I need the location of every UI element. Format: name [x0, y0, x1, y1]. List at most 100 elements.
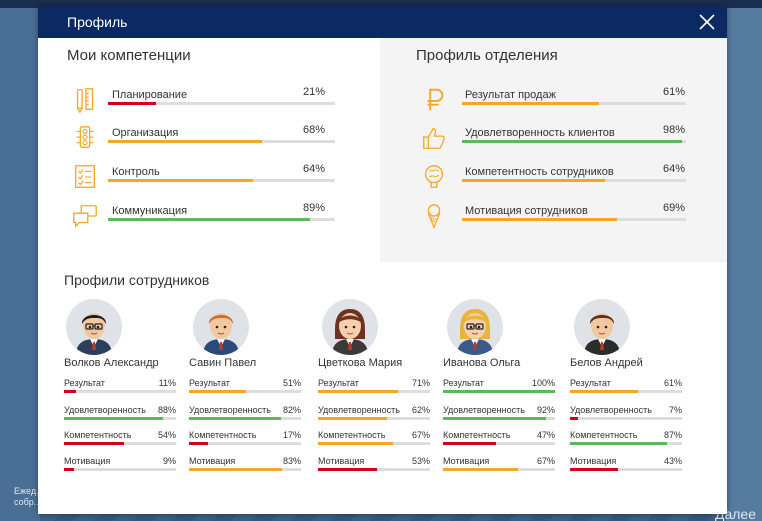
employee-stat-fill	[570, 442, 668, 445]
profile-modal: Профиль Мои компетенции Профиль отделени…	[38, 6, 727, 514]
employee-stat-fill	[189, 390, 247, 393]
employee-card[interactable]: Иванова Ольга Результат 100% Удовлетворенно…	[443, 299, 565, 499]
my-competencies-title: Мои компетенции	[67, 47, 191, 64]
employee-stat-percent: 9%	[162, 456, 176, 466]
department-row: Компетентность сотрудников 64%	[418, 163, 686, 193]
employee-stat-fill	[443, 417, 547, 420]
employee-stat-track	[189, 442, 301, 445]
department-label: Компетентность сотрудников	[465, 166, 614, 178]
employee-stat-track	[443, 390, 555, 393]
employee-name: Савин Павел	[189, 357, 257, 369]
traffic-light-icon	[76, 126, 94, 148]
employee-card[interactable]: Белов Андрей Результат 61% Удовлетворенност…	[570, 299, 692, 499]
employee-stat-track	[189, 468, 301, 471]
employee-stat: Удовлетворенность 82%	[189, 405, 301, 425]
employee-stat-label: Компетентность	[443, 430, 511, 440]
employee-stat-fill	[64, 417, 163, 420]
employee-stat-fill	[443, 442, 496, 445]
competency-progress-track	[108, 140, 335, 143]
employee-stat-track	[64, 468, 176, 471]
employee-card[interactable]: Цветкова Мария Результат 71% Удовлетворенно…	[318, 299, 440, 499]
background-top-bar	[0, 0, 762, 8]
employee-stat-label: Компетентность	[189, 430, 257, 440]
employee-stat: Компетентность 54%	[64, 430, 176, 450]
competency-percent: 68%	[302, 124, 325, 136]
employee-stat-percent: 7%	[668, 405, 682, 415]
employee-stat-label: Компетентность	[570, 430, 638, 440]
employee-stat-percent: 100%	[531, 378, 555, 388]
employee-stat-percent: 83%	[282, 456, 301, 466]
department-row: Мотивация сотрудников 69%	[418, 202, 686, 232]
employee-stat-label: Мотивация	[443, 456, 490, 466]
pencil-ruler-icon	[76, 88, 94, 114]
employee-stat-track	[189, 417, 301, 420]
department-progress-track	[462, 179, 686, 182]
employee-stat-fill	[64, 442, 125, 445]
avatar[interactable]	[322, 299, 378, 355]
employee-stat-label: Результат	[64, 378, 105, 388]
employee-stat: Мотивация 83%	[189, 456, 301, 476]
employee-stat-percent: 88%	[157, 405, 176, 415]
background-left-building	[0, 0, 40, 521]
employee-stat: Мотивация 53%	[318, 456, 430, 476]
department-progress-track	[462, 218, 686, 221]
competency-percent: 64%	[302, 163, 325, 175]
brain-icon	[424, 165, 444, 188]
background-right-building	[726, 0, 762, 521]
background-notice: Ежед... собр...	[14, 486, 44, 507]
department-label: Мотивация сотрудников	[465, 205, 588, 217]
competency-progress-track	[108, 218, 335, 221]
ruble-icon	[427, 88, 444, 111]
competency-percent: 21%	[302, 86, 325, 98]
employee-stat-track	[570, 390, 682, 393]
employee-stat: Удовлетворенность 62%	[318, 405, 430, 425]
employee-stat: Результат 71%	[318, 378, 430, 398]
employee-stat-percent: 43%	[663, 456, 682, 466]
competency-progress-fill	[108, 218, 311, 221]
employee-stat: Компетентность 87%	[570, 430, 682, 450]
employee-stat-fill	[570, 468, 619, 471]
department-row: Результат продаж 61%	[418, 86, 686, 116]
employee-stat-label: Результат	[189, 378, 230, 388]
avatar[interactable]	[66, 299, 122, 355]
employee-stat-label: Удовлетворенность	[443, 405, 525, 415]
modal-header: Профиль	[38, 6, 727, 38]
department-percent: 69%	[662, 202, 685, 214]
employee-stat-track	[64, 417, 176, 420]
department-progress-fill	[462, 179, 606, 182]
employee-stat-fill	[318, 442, 394, 445]
employee-stat-percent: 54%	[157, 430, 176, 440]
avatar[interactable]	[447, 299, 503, 355]
employee-stat: Мотивация 43%	[570, 456, 682, 476]
employee-stat-label: Мотивация	[189, 456, 236, 466]
avatar[interactable]	[193, 299, 249, 355]
employee-stat-fill	[189, 442, 209, 445]
employee-stat-label: Удовлетворенность	[318, 405, 400, 415]
competency-progress-track	[108, 102, 335, 105]
employee-stat-fill	[318, 468, 378, 471]
employee-card[interactable]: Волков Александр Результат 11% Удовлетворен…	[64, 299, 186, 499]
employee-stat-label: Мотивация	[570, 456, 617, 466]
ice-cream-icon	[427, 204, 441, 229]
employee-name: Волков Александр	[64, 357, 159, 369]
employee-stat-label: Компетентность	[64, 430, 132, 440]
competency-progress-fill	[108, 179, 254, 182]
employee-name: Цветкова Мария	[318, 357, 403, 369]
competency-progress-fill	[108, 140, 263, 143]
employee-stat-fill	[64, 468, 75, 471]
employee-stat-fill	[443, 468, 519, 471]
employee-stat-track	[570, 442, 682, 445]
department-progress-fill	[462, 140, 682, 143]
employee-stat-track	[318, 442, 430, 445]
department-profile-title: Профиль отделения	[416, 47, 558, 64]
employee-stat-track	[318, 390, 430, 393]
employee-stat-track	[443, 468, 555, 471]
employee-stat-percent: 62%	[411, 405, 430, 415]
avatar[interactable]	[574, 299, 630, 355]
department-percent: 64%	[662, 163, 685, 175]
employee-card[interactable]: Савин Павел Результат 51% Удовлетворенность…	[189, 299, 311, 499]
employee-stat-percent: 11%	[158, 378, 176, 388]
employee-stat-fill	[189, 468, 282, 471]
competency-percent: 89%	[302, 202, 325, 214]
close-icon[interactable]	[698, 13, 716, 31]
